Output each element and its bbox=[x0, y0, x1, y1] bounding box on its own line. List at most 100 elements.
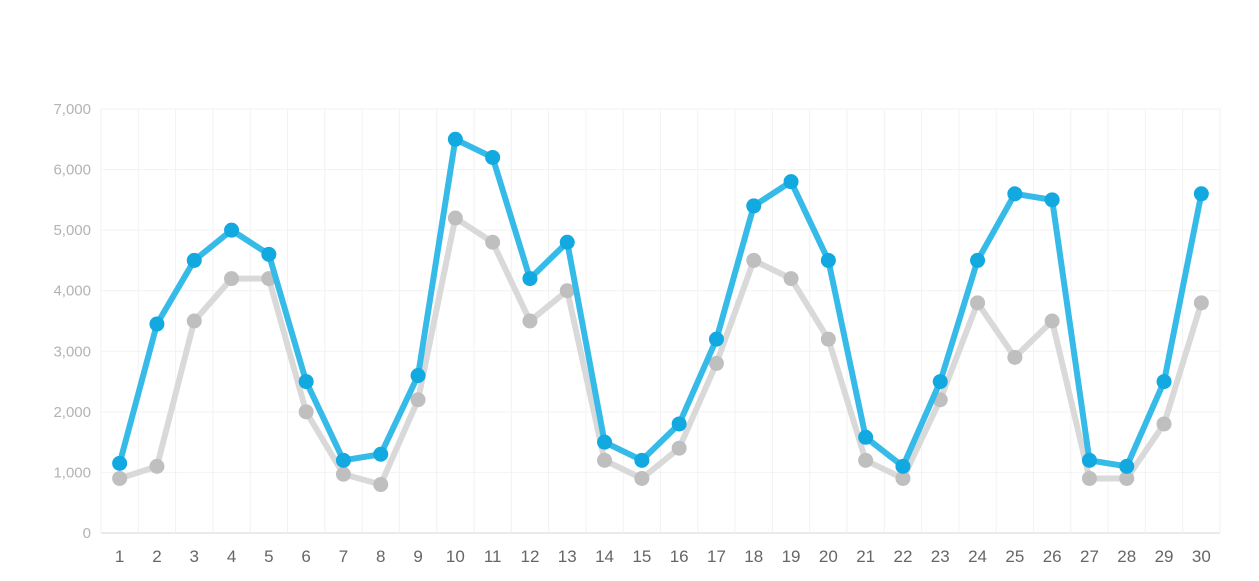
series-2-point bbox=[224, 222, 240, 238]
x-tick-label: 14 bbox=[595, 547, 614, 566]
series-1-point bbox=[149, 458, 165, 474]
series-1-point bbox=[485, 234, 501, 250]
x-tick-label: 18 bbox=[744, 547, 763, 566]
series-2-point bbox=[447, 131, 463, 147]
series-1-point bbox=[1119, 470, 1135, 486]
x-tick-label: 10 bbox=[446, 547, 465, 566]
y-tick-label: 7,000 bbox=[53, 101, 91, 118]
series-2-point bbox=[335, 452, 351, 468]
x-tick-label: 17 bbox=[707, 547, 726, 566]
series-1-point bbox=[224, 271, 240, 287]
x-tick-label: 4 bbox=[227, 547, 236, 566]
series-2-point bbox=[149, 316, 165, 332]
y-tick-label: 0 bbox=[83, 525, 91, 542]
series-2-point bbox=[895, 458, 911, 474]
x-tick-label: 6 bbox=[301, 547, 310, 566]
y-tick-label: 2,000 bbox=[53, 404, 91, 421]
x-tick-label: 15 bbox=[632, 547, 651, 566]
series-1-point bbox=[708, 355, 724, 371]
series-1-point bbox=[373, 477, 389, 493]
x-tick-label: 9 bbox=[413, 547, 422, 566]
series-1-point bbox=[858, 452, 874, 468]
x-tick-label: 22 bbox=[893, 547, 912, 566]
series-1-point bbox=[1081, 470, 1097, 486]
series-1-point bbox=[112, 470, 128, 486]
series bbox=[112, 131, 1209, 493]
x-tick-label: 20 bbox=[819, 547, 838, 566]
y-tick-label: 5,000 bbox=[53, 222, 91, 239]
x-tick-label: 29 bbox=[1155, 547, 1174, 566]
series-1-point bbox=[597, 452, 613, 468]
series-1-point bbox=[298, 404, 314, 420]
series-1-point bbox=[895, 470, 911, 486]
series-1-point bbox=[522, 313, 538, 329]
series-1-point bbox=[1044, 313, 1060, 329]
series-1-point bbox=[1007, 349, 1023, 365]
series-2-point bbox=[1081, 452, 1097, 468]
series-2-point bbox=[112, 455, 128, 471]
series-2-point bbox=[671, 416, 687, 432]
series-1-point bbox=[1193, 295, 1209, 311]
series-2-point bbox=[597, 434, 613, 450]
series-1-point bbox=[410, 392, 426, 408]
series-1-point bbox=[447, 210, 463, 226]
y-tick-label: 4,000 bbox=[53, 283, 91, 300]
series-2-point bbox=[634, 452, 650, 468]
series-2-point bbox=[485, 149, 501, 165]
series-2-point bbox=[186, 252, 202, 268]
x-tick-label: 16 bbox=[670, 547, 689, 566]
y-tick-label: 3,000 bbox=[53, 343, 91, 360]
x-tick-label: 26 bbox=[1043, 547, 1062, 566]
series-2-point bbox=[559, 234, 575, 250]
series-2-point bbox=[1007, 186, 1023, 202]
series-1-point bbox=[820, 331, 836, 347]
y-tick-label: 6,000 bbox=[53, 162, 91, 179]
series-1-point bbox=[634, 470, 650, 486]
x-tick-label: 27 bbox=[1080, 547, 1099, 566]
series-2-point bbox=[783, 174, 799, 190]
series-1-point bbox=[671, 440, 687, 456]
x-tick-label: 25 bbox=[1005, 547, 1024, 566]
x-tick-label: 28 bbox=[1117, 547, 1136, 566]
series-2-point bbox=[298, 374, 314, 390]
x-tick-label: 30 bbox=[1192, 547, 1211, 566]
x-tick-label: 21 bbox=[856, 547, 875, 566]
series-2-point bbox=[746, 198, 762, 214]
x-tick-label: 5 bbox=[264, 547, 273, 566]
series-2-point bbox=[261, 246, 277, 262]
series-1-point bbox=[186, 313, 202, 329]
series-2-point bbox=[932, 374, 948, 390]
x-tick-label: 7 bbox=[339, 547, 348, 566]
series-1-point bbox=[335, 466, 351, 482]
series-1-point bbox=[746, 252, 762, 268]
series-2-point bbox=[1193, 186, 1209, 202]
series-2-point bbox=[820, 252, 836, 268]
series-2-point bbox=[1156, 374, 1172, 390]
y-tick-label: 1,000 bbox=[53, 464, 91, 481]
series-2-point bbox=[708, 331, 724, 347]
series-1-point bbox=[970, 295, 986, 311]
x-tick-label: 1 bbox=[115, 547, 124, 566]
x-tick-label: 3 bbox=[190, 547, 199, 566]
series-line-1 bbox=[116, 215, 1205, 488]
series-1-point bbox=[1156, 416, 1172, 432]
x-tick-label: 11 bbox=[484, 547, 502, 566]
series-1-point bbox=[783, 271, 799, 287]
x-tick-label: 19 bbox=[782, 547, 801, 566]
series-2-point bbox=[1119, 458, 1135, 474]
x-tick-label: 12 bbox=[520, 547, 539, 566]
x-tick-label: 8 bbox=[376, 547, 385, 566]
series-2-point bbox=[1044, 192, 1060, 208]
series-1-point bbox=[559, 283, 575, 299]
x-tick-label: 13 bbox=[558, 547, 577, 566]
series-2-point bbox=[970, 252, 986, 268]
series-2-point bbox=[410, 368, 426, 384]
x-tick-label: 2 bbox=[152, 547, 161, 566]
x-tick-label: 23 bbox=[931, 547, 950, 566]
series-2-point bbox=[522, 271, 538, 287]
series-2-point bbox=[858, 429, 874, 445]
series-2-point bbox=[373, 446, 389, 462]
